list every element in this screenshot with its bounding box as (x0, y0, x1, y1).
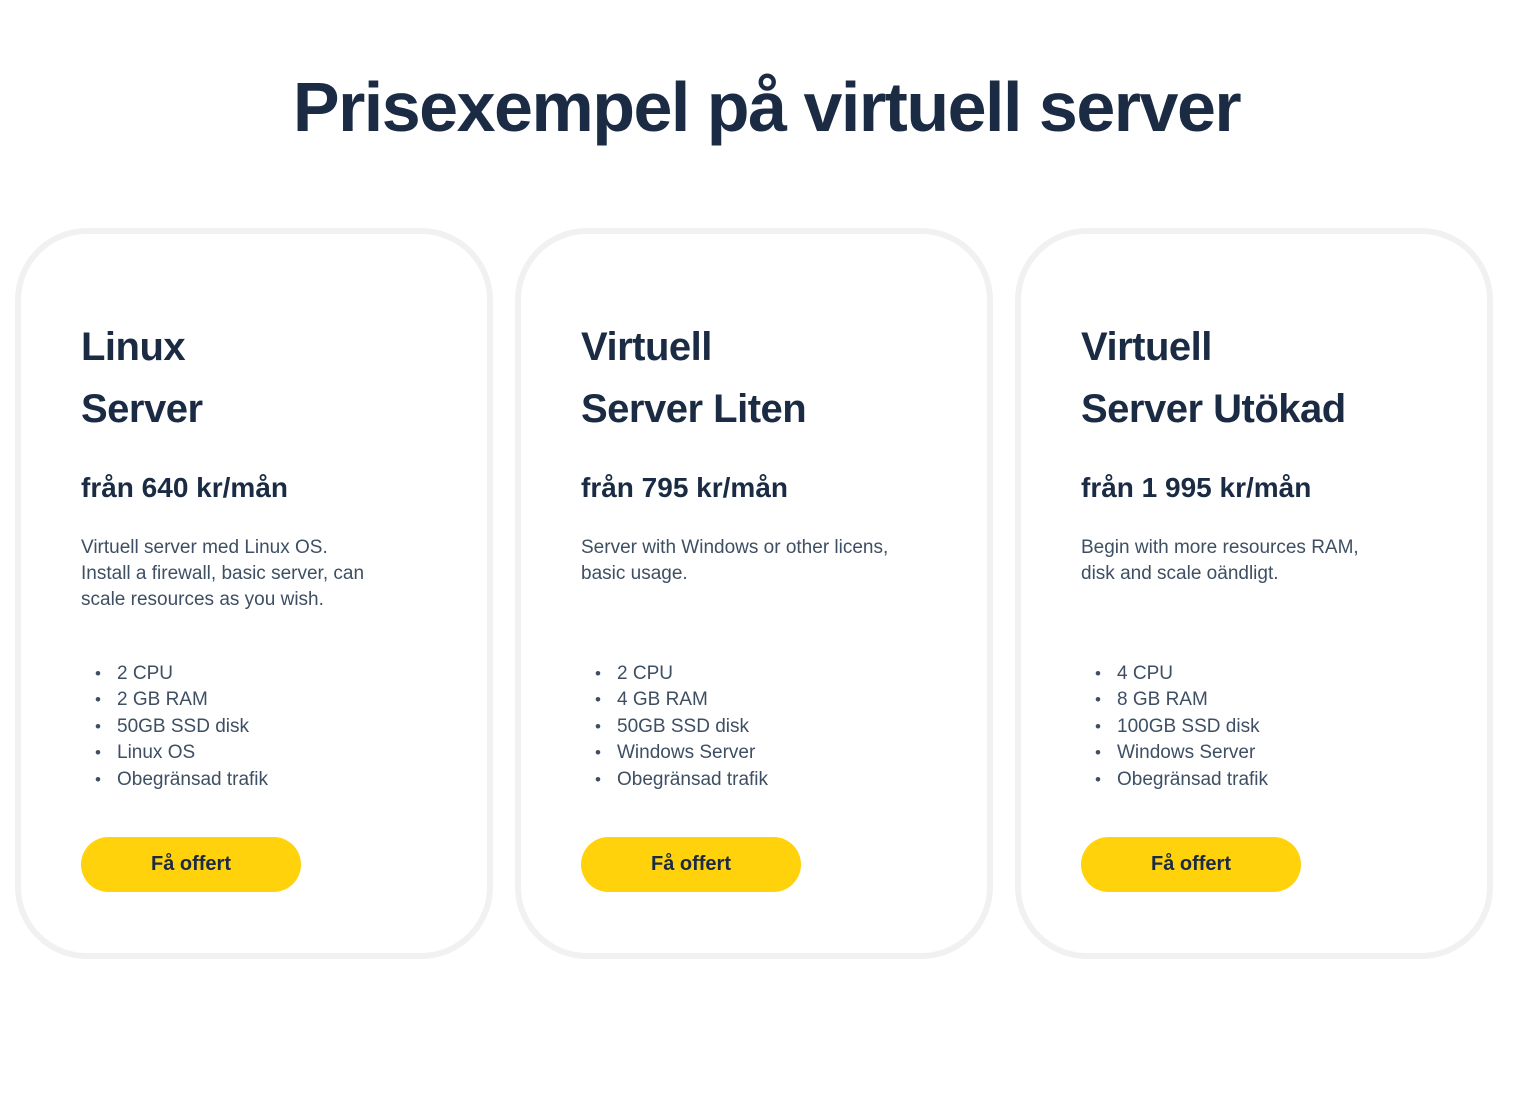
card-title: Virtuell Server Liten (581, 324, 807, 431)
feature-item: 2 CPU (595, 661, 933, 688)
card-price: från 1 995 kr/mån (1081, 471, 1312, 503)
feature-item: Windows Server (595, 740, 933, 767)
feature-item: Windows Server (1095, 740, 1433, 767)
feature-list: 4 CPU8 GB RAM100GB SSD diskWindows Serve… (1081, 661, 1433, 794)
feature-item: 2 CPU (95, 661, 433, 688)
card-description: Server with Windows or other licens, bas… (581, 536, 889, 584)
pricing-cards: Linux Server från 640 kr/mån Virtuell se… (0, 227, 1533, 959)
feature-list: 2 CPU4 GB RAM50GB SSD diskWindows Server… (581, 661, 933, 794)
card-price: från 795 kr/mån (581, 471, 788, 503)
feature-item: 100GB SSD disk (1095, 714, 1433, 741)
page-title: Prisexempel på virtuell server (292, 68, 1242, 146)
fa-offert-button[interactable]: Få offert (81, 837, 301, 892)
card-title: Linux Server (81, 324, 203, 431)
pricing-card: Virtuell Server Liten från 795 kr/mån Se… (515, 227, 993, 959)
feature-item: 4 CPU (1095, 661, 1433, 688)
pricing-card: Linux Server från 640 kr/mån Virtuell se… (15, 227, 493, 959)
card-description: Virtuell server med Linux OS. Install a … (81, 536, 365, 610)
feature-item: Obegränsad trafik (1095, 767, 1433, 794)
feature-item: 50GB SSD disk (95, 714, 433, 741)
feature-item: 8 GB RAM (1095, 687, 1433, 714)
fa-offert-button[interactable]: Få offert (1081, 837, 1301, 892)
feature-item: Obegränsad trafik (595, 767, 933, 794)
feature-item: Obegränsad trafik (95, 767, 433, 794)
feature-item: 2 GB RAM (95, 687, 433, 714)
feature-item: 50GB SSD disk (595, 714, 933, 741)
feature-list: 2 CPU2 GB RAM50GB SSD diskLinux OSObegrä… (81, 661, 433, 794)
card-price: från 640 kr/mån (81, 471, 288, 503)
pricing-card: Virtuell Server Utökad från 1 995 kr/mån… (1015, 227, 1493, 959)
feature-item: 4 GB RAM (595, 687, 933, 714)
fa-offert-button[interactable]: Få offert (581, 837, 801, 892)
card-title: Virtuell Server Utökad (1081, 324, 1346, 431)
feature-item: Linux OS (95, 740, 433, 767)
card-description: Begin with more resources RAM, disk and … (1081, 536, 1359, 584)
